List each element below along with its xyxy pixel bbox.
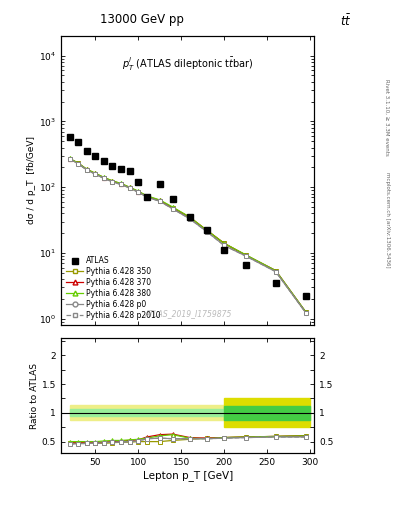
Bar — [224, 398, 310, 427]
X-axis label: Lepton p_T [GeV]: Lepton p_T [GeV] — [143, 470, 233, 481]
Bar — [70, 410, 224, 416]
Text: 13000 GeV pp: 13000 GeV pp — [99, 13, 184, 26]
Text: Rivet 3.1.10, ≥ 3.3M events: Rivet 3.1.10, ≥ 3.3M events — [385, 79, 389, 156]
Y-axis label: Ratio to ATLAS: Ratio to ATLAS — [30, 362, 39, 429]
Bar — [70, 406, 224, 420]
Text: $t\bar{t}$: $t\bar{t}$ — [340, 13, 352, 29]
Legend: ATLAS, Pythia 6.428 350, Pythia 6.428 370, Pythia 6.428 380, Pythia 6.428 p0, Py: ATLAS, Pythia 6.428 350, Pythia 6.428 37… — [65, 254, 162, 322]
Y-axis label: dσ / d p_T  [fb/GeV]: dσ / d p_T [fb/GeV] — [27, 137, 36, 224]
Bar — [224, 406, 310, 420]
Text: $p_T^l$ (ATLAS dileptonic t$\bar{t}$bar): $p_T^l$ (ATLAS dileptonic t$\bar{t}$bar) — [122, 56, 253, 73]
Text: mcplots.cern.ch [arXiv:1306.3436]: mcplots.cern.ch [arXiv:1306.3436] — [385, 173, 389, 268]
Text: ATLAS_2019_I1759875: ATLAS_2019_I1759875 — [144, 309, 231, 318]
